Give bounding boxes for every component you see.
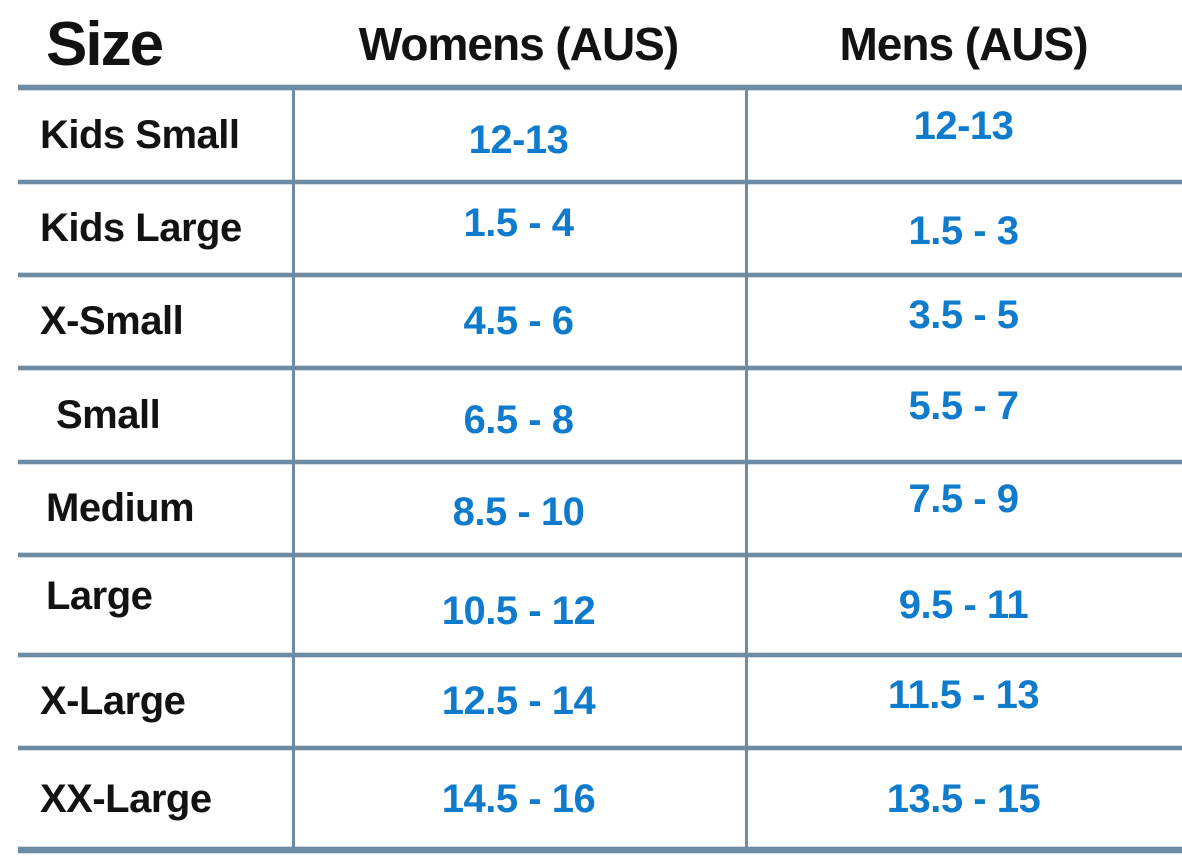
- size-label: Kids Large: [40, 206, 242, 250]
- table-row: Kids Small 12-13 12-13: [0, 88, 1182, 182]
- mens-value: 9.5 - 11: [898, 582, 1029, 627]
- table-row: Medium 8.5 - 10 7.5 - 9: [0, 462, 1182, 555]
- header-separator-line: [18, 85, 1182, 90]
- row-separator-line: [18, 366, 1182, 370]
- table-row: X-Large 12.5 - 14 11.5 - 13: [0, 655, 1182, 748]
- table-row: Small 6.5 - 8 5.5 - 7: [0, 368, 1182, 462]
- row-separator-line: [18, 653, 1182, 657]
- table-row: X-Small 4.5 - 6 3.5 - 5: [0, 275, 1182, 368]
- womens-value: 4.5 - 6: [463, 299, 574, 343]
- table-bottom-line: [18, 847, 1182, 853]
- size-label: Large: [46, 573, 153, 618]
- womens-value: 10.5 - 12: [441, 588, 596, 633]
- size-label: X-Small: [40, 299, 184, 343]
- mens-value: 11.5 - 13: [887, 673, 1040, 717]
- size-label: X-Large: [40, 679, 186, 723]
- table-row: Large 10.5 - 12 9.5 - 11: [0, 555, 1182, 655]
- womens-value: 12-13: [468, 117, 569, 162]
- column-header-womens-aus: Womens (AUS): [358, 18, 679, 70]
- column-divider-line: [745, 88, 748, 850]
- mens-value: 1.5 - 3: [908, 209, 1019, 253]
- column-header-size: Size: [46, 9, 164, 79]
- size-label: Small: [56, 392, 161, 437]
- mens-value: 7.5 - 9: [908, 477, 1019, 521]
- mens-value: 3.5 - 5: [908, 293, 1019, 337]
- table-header-row: Size Womens (AUS) Mens (AUS): [0, 0, 1182, 88]
- size-label: Medium: [46, 486, 195, 530]
- row-separator-line: [18, 273, 1182, 277]
- row-separator-line: [18, 746, 1182, 750]
- table-row: XX-Large 14.5 - 16 13.5 - 15: [0, 748, 1182, 850]
- row-separator-line: [18, 553, 1182, 557]
- womens-value: 8.5 - 10: [452, 490, 585, 534]
- column-divider-line: [292, 88, 295, 850]
- size-label: XX-Large: [40, 776, 212, 821]
- mens-value: 12-13: [913, 103, 1014, 148]
- row-separator-line: [18, 460, 1182, 464]
- row-separator-line: [18, 180, 1182, 184]
- column-header-mens-aus: Mens (AUS): [839, 18, 1088, 70]
- mens-value: 13.5 - 15: [886, 776, 1041, 821]
- womens-value: 1.5 - 4: [463, 201, 574, 245]
- mens-value: 5.5 - 7: [908, 383, 1019, 428]
- size-label: Kids Small: [40, 112, 240, 157]
- table-row: Kids Large 1.5 - 4 1.5 - 3: [0, 182, 1182, 275]
- womens-value: 14.5 - 16: [441, 776, 596, 821]
- womens-value: 12.5 - 14: [441, 679, 596, 723]
- table-body: Kids Small 12-13 12-13 Kids Large 1.5 - …: [0, 88, 1182, 850]
- womens-value: 6.5 - 8: [463, 397, 574, 442]
